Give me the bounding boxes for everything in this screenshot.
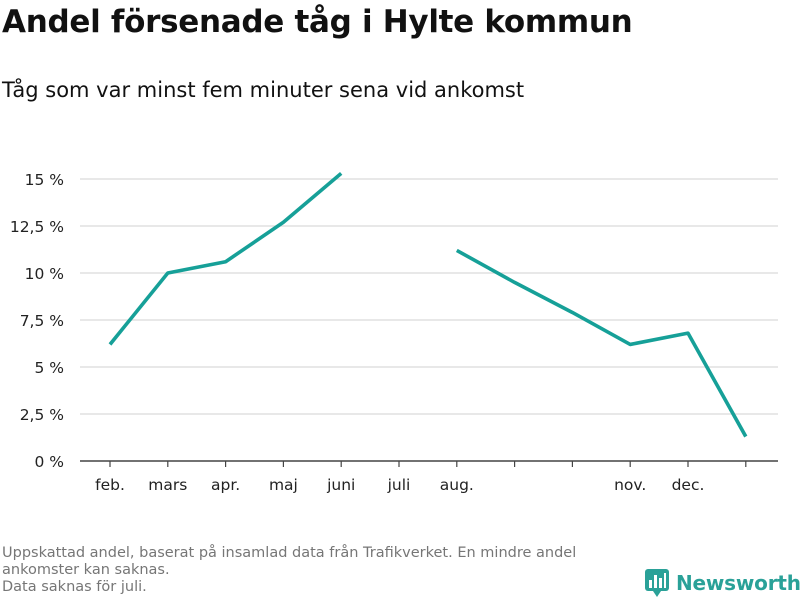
x-tick-label: maj	[269, 476, 298, 494]
y-tick-label: 0 %	[34, 453, 64, 471]
footnote-source: Uppskattad andel, baserat på insamlad da…	[2, 545, 577, 578]
x-tick-label: feb.	[95, 476, 125, 494]
x-tick-label: dec.	[672, 476, 705, 494]
x-tick-label: nov.	[614, 476, 646, 494]
y-tick-label: 7,5 %	[20, 312, 64, 330]
newsworthy-name: Newsworthy	[676, 571, 800, 595]
series-line-segment	[108, 171, 343, 346]
x-tick-label: juli	[387, 476, 411, 494]
x-tick-label: aug.	[440, 476, 474, 494]
y-tick-label: 2,5 %	[20, 406, 64, 424]
y-axis: 0 % 2,5 % 5 % 7,5 % 10 % 12,5 % 15 %	[10, 171, 64, 471]
x-axis: feb. mars apr. maj juni juli aug. nov. dec.	[80, 460, 778, 494]
x-tick-label: juni	[326, 476, 355, 494]
chart-title: Andel försenade tåg i Hylte kommun	[2, 4, 633, 40]
line-chart: 0 % 2,5 % 5 % 7,5 % 10 % 12,5 % 15 % feb. mars a…	[10, 171, 778, 494]
y-tick-label: 12,5 %	[10, 218, 64, 236]
x-tick-label: mars	[148, 476, 187, 494]
footnote-missing-data: Data saknas för juli.	[2, 579, 147, 595]
series-lines	[108, 171, 748, 438]
footnote: Uppskattad andel, baserat på insamlad da…	[2, 545, 642, 596]
y-tick-label: 5 %	[34, 359, 64, 377]
newsworthy-logo[interactable]: Newsworthy	[645, 569, 800, 597]
chart-subtitle: Tåg som var minst fem minuter sena vid a…	[2, 78, 525, 102]
newsworthy-icon	[645, 569, 669, 597]
gridlines	[80, 178, 778, 415]
y-tick-label: 10 %	[25, 265, 64, 283]
series-line-segment	[455, 248, 748, 438]
y-tick-label: 15 %	[25, 171, 64, 189]
x-tick-label: apr.	[211, 476, 240, 494]
